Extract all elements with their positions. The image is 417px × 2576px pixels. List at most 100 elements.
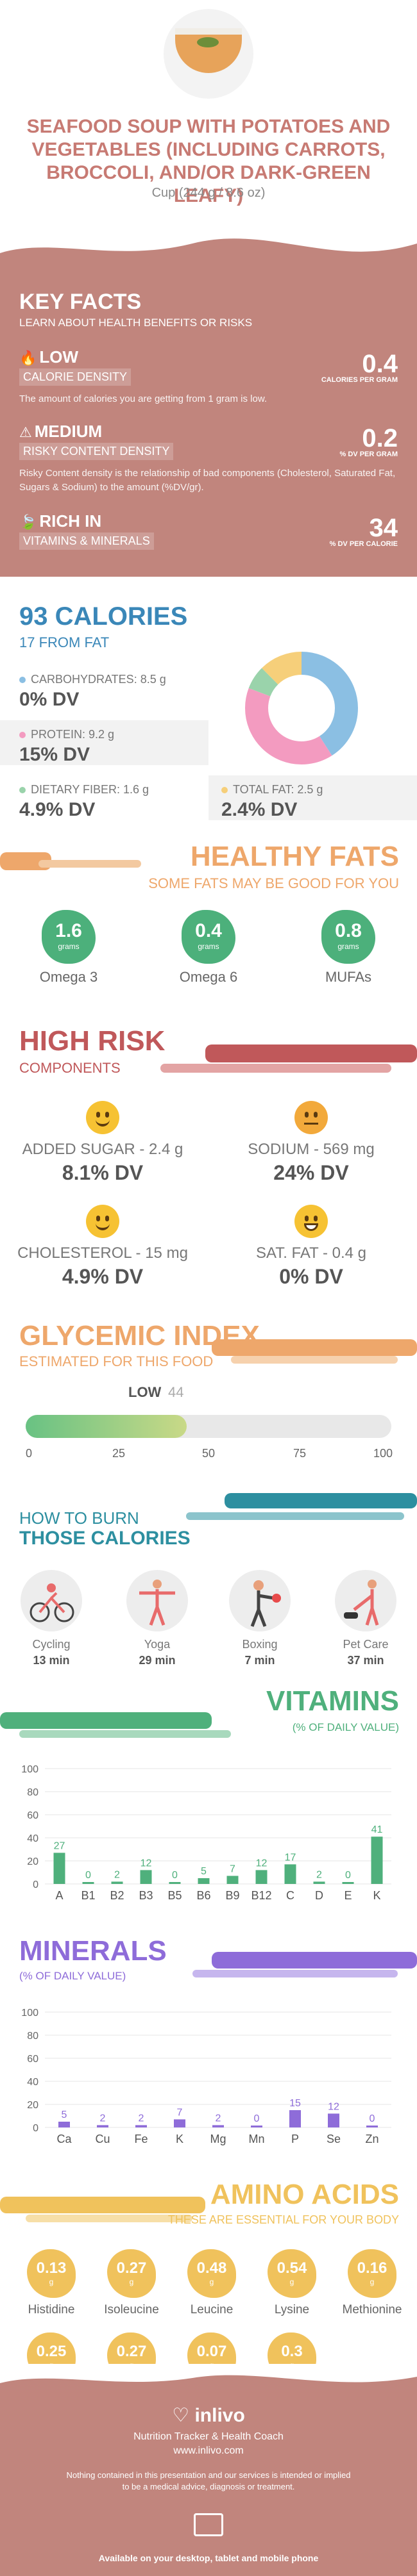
x-tick-label: B9 — [225, 1889, 239, 1902]
data-label-C: 17 — [285, 1852, 296, 1863]
macro-donut-chart — [245, 652, 358, 764]
amino-acid-blob: 0.13 g — [27, 2249, 76, 2298]
footer-tagline: Nutrition Tracker & Health Coach — [133, 2431, 284, 2442]
y-tick-label: 80 — [27, 1787, 38, 1798]
y-tick-label: 40 — [27, 2077, 38, 2088]
ribbon-decoration — [231, 1356, 398, 1364]
macro-name: CARBOHYDRATES: 8.5 g — [31, 673, 166, 686]
x-tick-label: B6 — [196, 1889, 210, 1902]
amino-acid-unit: g — [49, 2277, 54, 2286]
y-tick-label: 80 — [27, 2031, 38, 2042]
vitamins-subtitle: (% OF DAILY VALUE) — [292, 1721, 399, 1733]
ribbon-decoration — [205, 1044, 417, 1062]
y-tick-label: 0 — [33, 1879, 38, 1890]
data-label-Fe: 2 — [139, 2113, 144, 2124]
bar-Mn — [251, 2126, 262, 2127]
amino-acid-unit: g — [129, 2277, 134, 2286]
risk-dv: 8.1% DV — [62, 1161, 144, 1184]
soup-bowl-image — [164, 9, 253, 99]
gi-tick: 25 — [112, 1447, 126, 1460]
page-title: SEAFOOD SOUP WITH POTATOES AND VEGETABLE… — [26, 116, 391, 206]
data-label-Zn: 0 — [370, 2113, 375, 2124]
data-label-Cu: 2 — [100, 2113, 106, 2124]
macro-dv: 2.4% DV — [221, 799, 298, 820]
bar-E — [342, 1882, 354, 1884]
bar-B12 — [255, 1870, 268, 1884]
risk-name: SAT. FAT - 0.4 g — [255, 1244, 367, 1262]
amino-acid-value: 0.48 — [196, 2259, 227, 2277]
minerals-bar-chart: 100 80 60 40 20 0 5 Ca 2 Cu 2 Fe 7 K 2 Mg 0 Mn 15 P 12 Se 0 Zn — [21, 2008, 391, 2145]
fat-name: Omega 6 — [179, 969, 238, 985]
data-label-B9: 7 — [230, 1863, 235, 1874]
amino-acid-value: 0.25 — [36, 2343, 67, 2360]
data-label-Ca: 5 — [62, 2110, 67, 2120]
high-risk-title: HIGH RISK — [19, 1025, 166, 1057]
footer-brand[interactable]: ♡ inlivo — [0, 2404, 417, 2427]
amino-acid-value: 0.16 — [357, 2259, 387, 2277]
data-label-Mn: 0 — [254, 2113, 260, 2124]
footer-available: Available on your desktop, tablet and mo… — [98, 2553, 319, 2563]
vitamins-bar-chart: 10080604020027A0B12B212B30B55B67B912B121… — [21, 1764, 391, 1902]
fat-omega-3: 1.6 grams Omega 3 — [21, 910, 117, 986]
x-tick-label: Fe — [134, 2133, 148, 2145]
amino-acid-value: 0.27 — [116, 2343, 147, 2360]
smile-icon — [86, 1101, 119, 1134]
bar-B6 — [198, 1878, 210, 1884]
key-facts-title: KEY FACTS — [19, 290, 142, 314]
bar-P — [289, 2110, 301, 2127]
data-label-Mg: 2 — [216, 2113, 221, 2124]
boxing-icon — [229, 1570, 291, 1631]
gi-tick: 0 — [26, 1447, 33, 1460]
key-fact-vitamins-minerals: 🍃 RICH IN VITAMINS & MINERALS 34% DV PER … — [19, 511, 398, 550]
x-tick-label: A — [55, 1889, 63, 1902]
ribbon-decoration — [0, 2197, 205, 2213]
x-tick-label: B2 — [110, 1889, 124, 1902]
cycling-icon — [21, 1570, 82, 1631]
bar-Fe — [135, 2125, 147, 2127]
x-tick-label: B12 — [251, 1889, 271, 1902]
data-label-Se: 12 — [328, 2101, 339, 2112]
x-tick-label: E — [344, 1889, 352, 1902]
risk-dv: 24% DV — [273, 1161, 349, 1184]
macro-total-fat: TOTAL FAT: 2.5 g 2.4% DV — [221, 783, 323, 821]
bar-K — [371, 1837, 383, 1884]
macro-band — [208, 775, 417, 820]
devices-icon — [194, 2513, 223, 2536]
ribbon-decoration — [212, 1952, 417, 1969]
gi-bar-fill — [26, 1415, 187, 1438]
fat-mufas: 0.8 grams MUFAs — [300, 910, 396, 986]
amino-acid-blob: 0.16 g — [348, 2249, 396, 2298]
serving-size: Cup (244 g / 8.6 oz) — [151, 186, 266, 200]
donut-slice-fat — [245, 652, 358, 764]
amino-acid-value: 0.27 — [116, 2259, 147, 2277]
smile-icon — [86, 1205, 119, 1238]
data-label-P: 15 — [289, 2098, 301, 2109]
amino-acid-name: Leucine — [190, 2303, 234, 2316]
y-tick-label: 0 — [33, 2123, 38, 2134]
ribbon-decoration — [0, 1712, 212, 1729]
minerals-subtitle: (% OF DAILY VALUE) — [19, 1970, 126, 1982]
amino-acid-item: 0.48 g Leucine — [173, 2249, 250, 2317]
key-fact-level: MEDIUM — [34, 422, 103, 441]
data-label-B12: 12 — [256, 1858, 268, 1869]
wave-divider — [0, 2364, 417, 2383]
burn-activity: Pet Care — [343, 1638, 389, 1651]
risk-sodium: SODIUM - 569 mg 24% DV — [215, 1101, 407, 1185]
risk-added-sugar: ADDED SUGAR - 2.4 g 8.1% DV — [6, 1101, 199, 1185]
y-tick-label: 40 — [27, 1833, 38, 1844]
gi-bar — [26, 1415, 391, 1438]
amino-acid-unit: g — [370, 2277, 375, 2286]
y-tick-label: 60 — [27, 1810, 38, 1821]
macro-carbohydrates: CARBOHYDRATES: 8.5 g 0% DV — [19, 673, 166, 711]
gi-tick: 100 — [373, 1447, 393, 1460]
key-fact-label: RISKY CONTENT DENSITY — [19, 443, 174, 460]
key-fact-label: VITAMINS & MINERALS — [19, 533, 154, 550]
key-fact-level: LOW — [39, 347, 79, 367]
bar-Ca — [58, 2122, 70, 2127]
footer-url[interactable]: www.inlivo.com — [173, 2445, 244, 2456]
calories-title: 93 CALORIES — [19, 602, 188, 631]
ribbon-decoration — [225, 1493, 417, 1508]
bar-B3 — [140, 1870, 152, 1884]
y-tick-label: 60 — [27, 2054, 38, 2065]
